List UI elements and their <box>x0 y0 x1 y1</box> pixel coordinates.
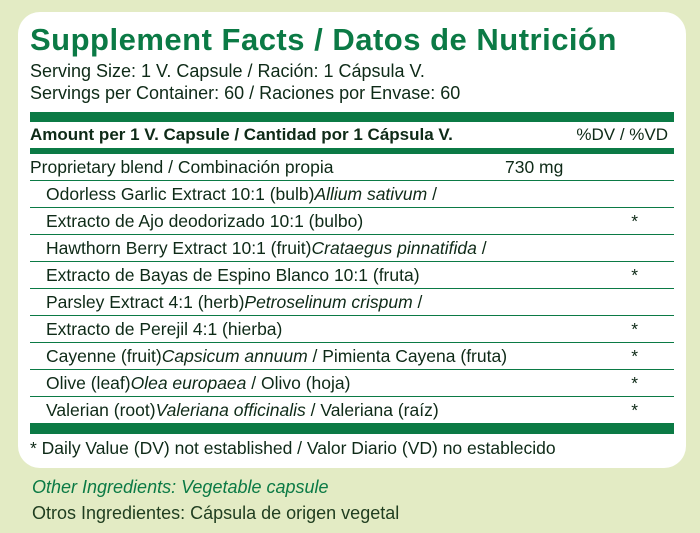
dv-not-established-mark: * <box>631 211 638 231</box>
dv-not-established-mark: * <box>631 400 638 420</box>
ingredient-common-name: Extracto de Perejil 4:1 (hierba) <box>46 319 283 339</box>
dv-footnote: * Daily Value (DV) not established / Val… <box>30 438 556 458</box>
ingredient-row: Valerian (root)Valeriana officinalis / V… <box>30 397 674 424</box>
ingredient-text: Extracto de Ajo deodorizado 10:1 (bulbo) <box>46 211 363 231</box>
ingredient-common-name: Cayenne (fruit) <box>46 346 162 366</box>
ingredient-latin-name: Allium sativum <box>314 184 428 204</box>
ingredient-text: Extracto de Perejil 4:1 (hierba) <box>46 319 282 339</box>
ingredient-latin-name: Crataegus pinnatifida <box>311 238 477 258</box>
ingredient-latin-name: Olea europaea <box>130 373 247 393</box>
dv-not-established-mark: * <box>631 373 638 393</box>
ingredient-row: Hawthorn Berry Extract 10:1 (fruit)Crata… <box>30 235 674 262</box>
ingredient-text: Valerian (root)Valeriana officinalis / V… <box>46 400 439 420</box>
ingredient-suffix: / <box>427 184 437 204</box>
ingredient-text: Parsley Extract 4:1 (herb)Petroselinum c… <box>46 292 422 312</box>
ingredient-row: Parsley Extract 4:1 (herb)Petroselinum c… <box>30 289 674 316</box>
servings-per-container: Servings per Container: 60 / Raciones po… <box>30 83 461 103</box>
dv-not-established-mark: * <box>631 319 638 339</box>
divider-bar-bottom <box>30 424 674 434</box>
panel-title: Supplement Facts / Datos de Nutrición <box>30 22 617 57</box>
dv-not-established-mark: * <box>631 346 638 366</box>
ingredient-row: Cayenne (fruit)Capsicum annuum / Pimient… <box>30 343 674 370</box>
amount-header-label: Amount per 1 V. Capsule / Cantidad por 1… <box>30 125 453 144</box>
ingredient-row: Extracto de Perejil 4:1 (hierba) * <box>30 316 674 343</box>
ingredient-suffix: / Olivo (hoja) <box>246 373 351 393</box>
other-ingredients-en: Other Ingredients: Vegetable capsule <box>32 477 329 497</box>
ingredient-text: Odorless Garlic Extract 10:1 (bulb)Alliu… <box>46 184 437 204</box>
ingredient-common-name: Hawthorn Berry Extract 10:1 (fruit) <box>46 238 312 258</box>
divider-bar-top <box>30 112 674 122</box>
ingredient-row: Olive (leaf)Olea europaea / Olivo (hoja)… <box>30 370 674 397</box>
other-ingredients: Other Ingredients: Vegetable capsule Otr… <box>32 474 399 526</box>
ingredient-common-name: Odorless Garlic Extract 10:1 (bulb) <box>46 184 315 204</box>
ingredient-row: Extracto de Ajo deodorizado 10:1 (bulbo)… <box>30 208 674 235</box>
ingredient-suffix: / <box>476 238 487 258</box>
ingredient-latin-name: Valeriana officinalis <box>155 400 306 420</box>
ingredient-row: Extracto de Bayas de Espino Blanco 10:1 … <box>30 262 674 289</box>
serving-size: Serving Size: 1 V. Capsule / Ración: 1 C… <box>30 61 425 81</box>
ingredient-text: Extracto de Bayas de Espino Blanco 10:1 … <box>46 265 420 285</box>
ingredient-common-name: Olive (leaf) <box>46 373 131 393</box>
ingredient-suffix: / Pimienta Cayena (fruta) <box>307 346 508 366</box>
ingredient-row: Odorless Garlic Extract 10:1 (bulb)Alliu… <box>30 181 674 208</box>
ingredient-suffix: / <box>412 292 423 312</box>
ingredient-text: Cayenne (fruit)Capsicum annuum / Pimient… <box>46 346 507 366</box>
blend-amount: 730 mg <box>505 157 564 177</box>
supplement-facts-panel: Supplement Facts / Datos de Nutrición Se… <box>18 12 686 468</box>
other-ingredients-es: Otros Ingredientes: Cápsula de origen ve… <box>32 503 400 523</box>
dv-header-label: %DV / %VD <box>576 125 668 144</box>
dv-not-established-mark: * <box>631 265 638 285</box>
ingredient-text: Olive (leaf)Olea europaea / Olivo (hoja) <box>46 373 350 393</box>
blend-row: Proprietary blend / Combinación propia 7… <box>30 154 674 181</box>
ingredient-latin-name: Petroselinum crispum <box>244 292 413 312</box>
amount-header-row: Amount per 1 V. Capsule / Cantidad por 1… <box>30 122 674 154</box>
ingredient-common-name: Extracto de Bayas de Espino Blanco 10:1 … <box>46 265 420 285</box>
blend-name: Proprietary blend / Combinación propia <box>30 157 334 177</box>
ingredient-common-name: Parsley Extract 4:1 (herb) <box>46 292 245 312</box>
ingredient-suffix: / Valeriana (raíz) <box>305 400 439 420</box>
ingredient-list: Odorless Garlic Extract 10:1 (bulb)Alliu… <box>30 181 674 424</box>
ingredient-common-name: Valerian (root) <box>46 400 156 420</box>
ingredient-common-name: Extracto de Ajo deodorizado 10:1 (bulbo) <box>46 211 364 231</box>
ingredient-text: Hawthorn Berry Extract 10:1 (fruit)Crata… <box>46 238 487 258</box>
ingredient-latin-name: Capsicum annuum <box>161 346 308 366</box>
